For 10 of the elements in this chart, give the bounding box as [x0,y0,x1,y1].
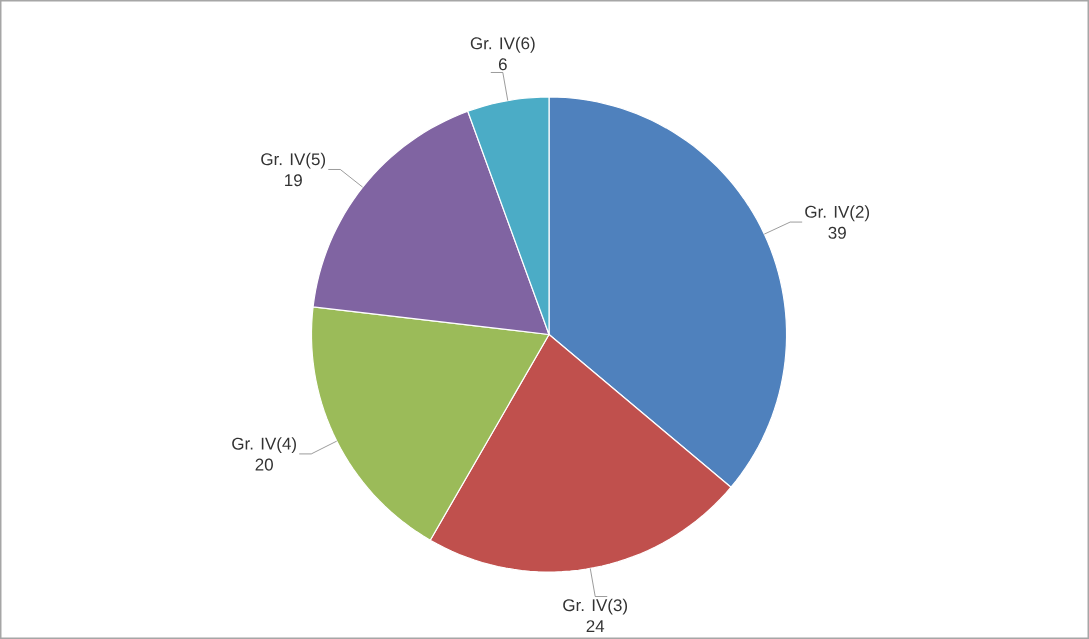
data-label: 39 [828,226,846,239]
slice-label: Gr. IV(2) [805,205,870,222]
slice-label: Gr. IV(5) [261,152,326,169]
slice-label: Gr. IV(4) [232,437,296,454]
data-label: 20 [255,458,273,471]
slice-label: Gr. IV(3) [563,598,628,615]
data-label: 24 [586,620,605,632]
data-label: 19 [285,174,302,187]
slice-label: Gr. IV(6) [470,36,535,53]
data-label: 6 [498,58,507,71]
